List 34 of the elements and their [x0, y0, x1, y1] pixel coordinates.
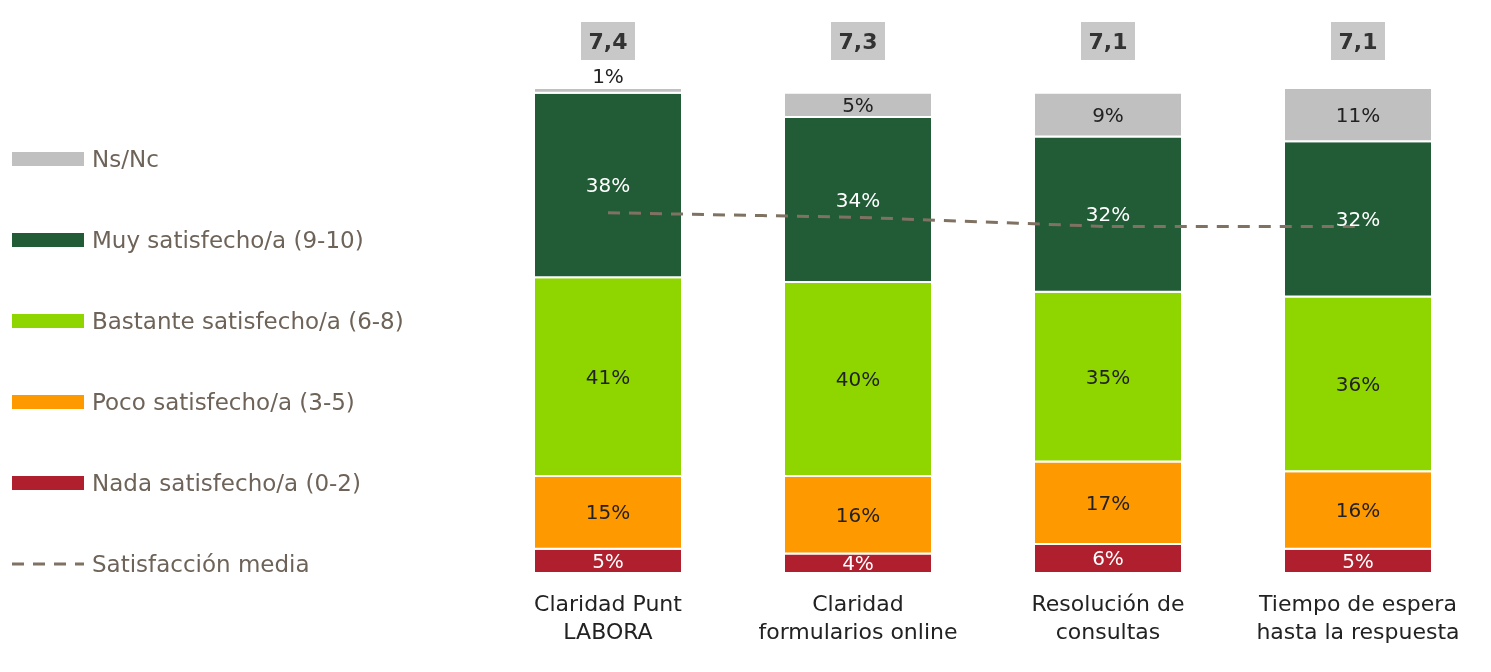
- data-label: 32%: [1335, 206, 1381, 231]
- data-label: 40%: [835, 367, 881, 391]
- data-label: 5%: [842, 92, 874, 117]
- x-tick-label: Claridad formularios online: [758, 591, 958, 644]
- data-label: 7,3: [838, 29, 878, 54]
- data-label: 5%: [1342, 548, 1374, 573]
- data-label: 16%: [1335, 497, 1381, 522]
- data-label: 41%: [585, 364, 631, 389]
- x-tick-label: Claridad Punt LABORA: [534, 591, 683, 644]
- data-label: 11%: [1335, 102, 1381, 127]
- data-label: 7,1: [1338, 29, 1378, 54]
- data-label: 1%: [592, 64, 624, 88]
- data-label: 5%: [592, 548, 624, 573]
- legend-label: Poco satisfecho/a (3-5): [92, 388, 355, 415]
- x-tick-label: Resolución de consultas: [1031, 591, 1185, 644]
- legend-label: Muy satisfecho/a (9-10): [92, 226, 364, 253]
- data-label: 32%: [1085, 202, 1131, 227]
- data-label: 9%: [1092, 102, 1124, 127]
- data-label: 7,1: [1088, 29, 1128, 54]
- data-label: 35%: [1085, 364, 1131, 389]
- legend-label: Satisfacción media: [92, 550, 310, 577]
- data-label: 34%: [835, 187, 881, 212]
- data-label: 17%: [1085, 490, 1131, 515]
- legend-label: Ns/Nc: [92, 145, 159, 172]
- x-tick-label: Tiempo de espera hasta la respuesta: [1256, 591, 1460, 644]
- data-label: 36%: [1335, 371, 1381, 396]
- legend-label: Bastante satisfecho/a (6-8): [92, 307, 404, 334]
- data-label: 7,4: [588, 29, 628, 54]
- legend-label: Nada satisfecho/a (0-2): [92, 469, 361, 496]
- data-label: 38%: [585, 173, 631, 197]
- data-label: 16%: [835, 502, 881, 527]
- data-label: 6%: [1092, 546, 1124, 571]
- data-label: 15%: [585, 500, 631, 525]
- data-label: 4%: [842, 551, 874, 576]
